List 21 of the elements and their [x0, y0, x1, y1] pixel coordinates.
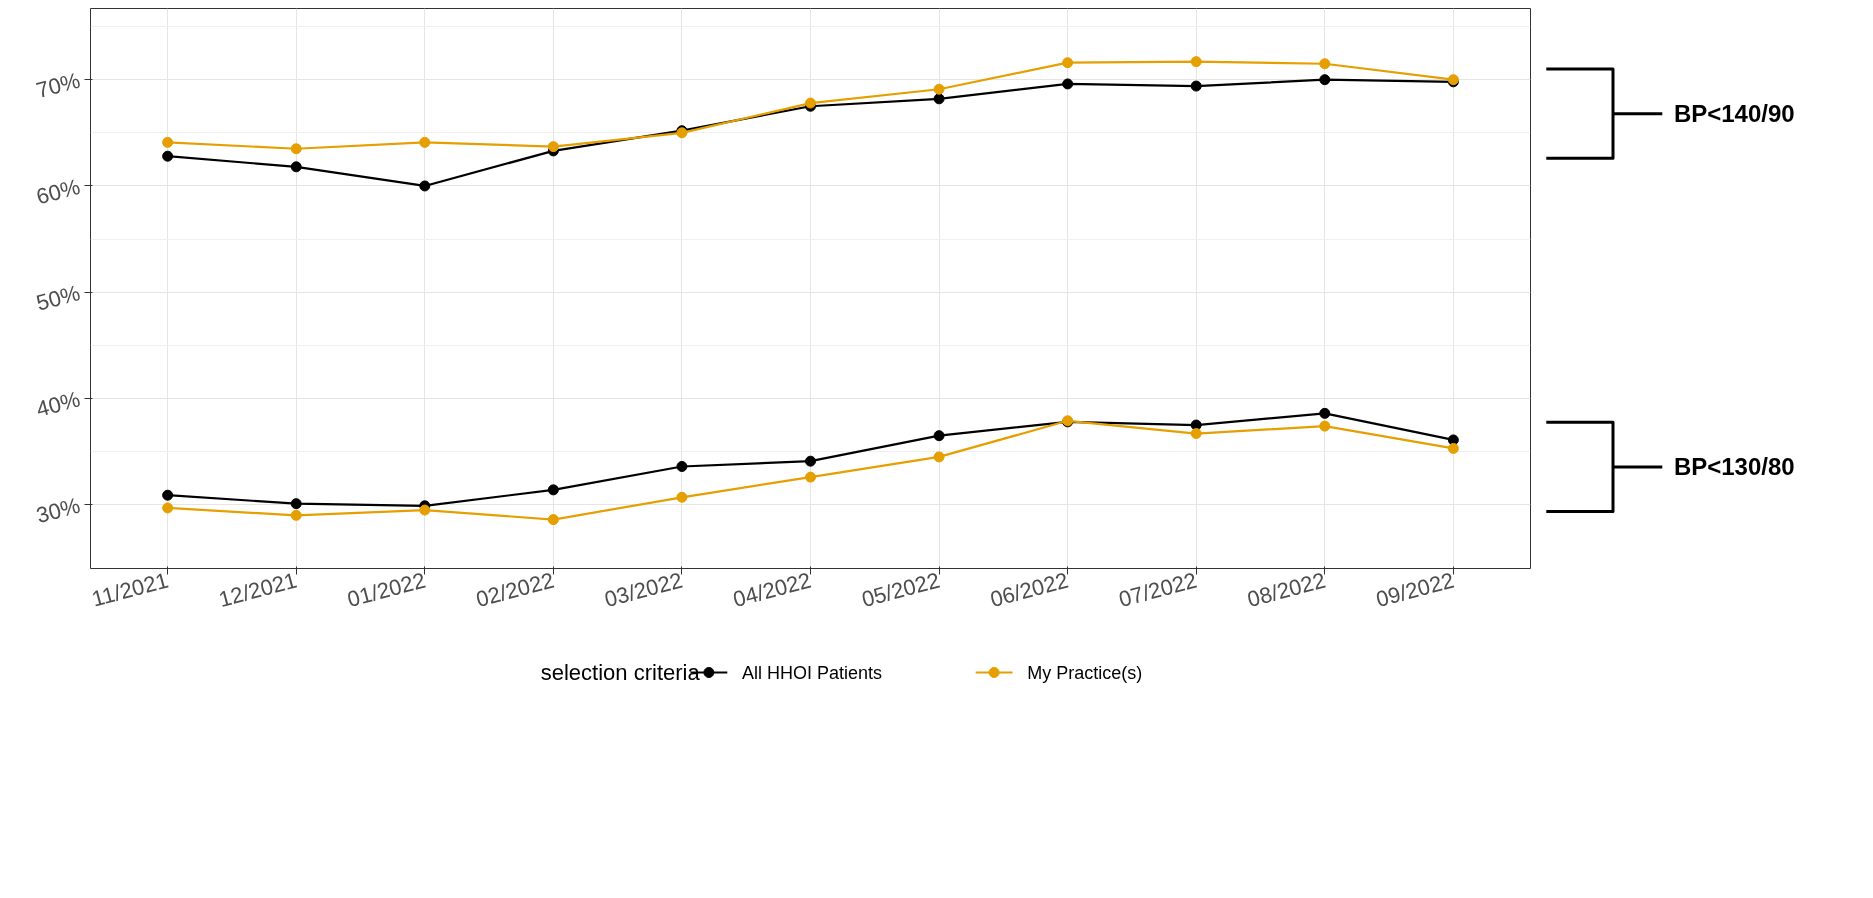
y-tick-label: 40% [33, 386, 83, 422]
text: BP<140/90 [1673, 100, 1795, 128]
legend-title: selection criteria [540, 660, 701, 685]
y-tick-label: 50% [33, 280, 83, 316]
legend-label: All HHOI Patients [742, 662, 883, 683]
x-tick-label: 02/2022 [473, 567, 557, 613]
legend-label: My Practice(s) [1027, 662, 1143, 683]
x-tick-label: 04/2022 [730, 567, 814, 613]
text: BP<130/80 [1673, 453, 1795, 481]
y-tick-label: 60% [33, 173, 83, 210]
x-tick-label: 01/2022 [344, 567, 429, 613]
x-tick-label: 09/2022 [1373, 567, 1457, 613]
x-tick-label: 11/2021 [89, 567, 171, 612]
x-tick-label: 03/2022 [601, 567, 686, 613]
y-tick-label: 70% [33, 67, 83, 104]
x-tick-label: 05/2022 [859, 567, 943, 613]
x-tick-label: 07/2022 [1116, 567, 1200, 613]
x-tick-label: 06/2022 [987, 567, 1071, 613]
x-tick-label: 08/2022 [1244, 567, 1329, 613]
x-tick-label: 12/2021 [216, 567, 300, 613]
y-tick-label: 30% [33, 492, 83, 529]
